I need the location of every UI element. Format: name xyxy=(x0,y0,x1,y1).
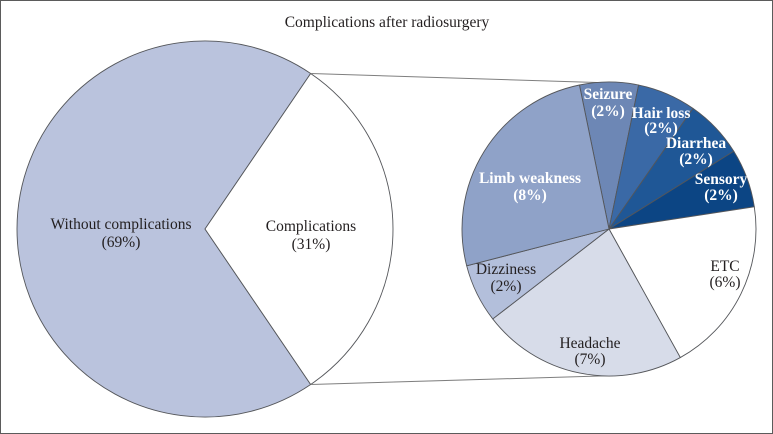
label-limb-weakness-pct: (8%) xyxy=(513,187,547,204)
label-diarrhea: Diarrhea xyxy=(666,135,727,152)
slice-etc xyxy=(608,206,757,358)
label-without-complications-pct: (69%) xyxy=(102,234,141,251)
slice-limb-weakness xyxy=(461,84,610,267)
connector-bottom-line xyxy=(310,375,614,385)
label-seizure-pct: (2%) xyxy=(591,103,625,120)
label-seizure: Seizure xyxy=(584,86,633,103)
label-complications: Complications xyxy=(266,218,356,235)
slice-complications xyxy=(204,73,394,385)
label-hair-loss-pct: (2%) xyxy=(644,120,678,137)
label-dizziness: Dizziness xyxy=(476,261,536,278)
slice-headache xyxy=(492,228,681,377)
label-dizziness-pct: (2%) xyxy=(491,278,522,295)
label-headache: Headache xyxy=(559,335,620,352)
chart-title: Complications after radiosurgery xyxy=(285,14,490,31)
label-diarrhea-pct: (2%) xyxy=(679,151,713,168)
label-complications-pct: (31%) xyxy=(292,236,331,253)
label-sensory-pct: (2%) xyxy=(704,187,738,204)
label-without-complications: Without complications xyxy=(50,216,191,233)
label-sensory: Sensory xyxy=(695,171,748,188)
label-limb-weakness: Limb weakness xyxy=(479,170,581,187)
slice-without-complications xyxy=(16,40,312,418)
main-pie xyxy=(16,40,394,418)
label-headache-pct: (7%) xyxy=(575,351,606,368)
label-etc-pct: (6%) xyxy=(710,274,741,291)
connector-top-line xyxy=(310,73,606,84)
secondary-pie xyxy=(461,81,757,377)
label-etc: ETC xyxy=(710,258,739,275)
label-hair-loss: Hair loss xyxy=(632,105,691,122)
